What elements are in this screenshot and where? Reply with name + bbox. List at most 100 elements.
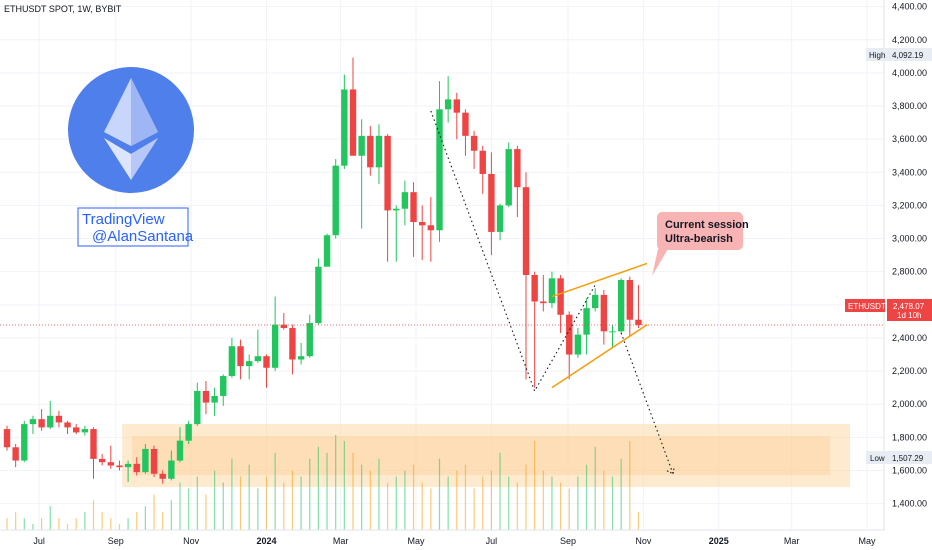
volume-bar [257,488,259,530]
y-tick-label: 1,600.00 [892,465,927,475]
volume-layer [6,435,640,530]
candle-body [38,419,45,428]
candle-body [375,135,383,168]
callout-line1: Current session [665,219,749,231]
time-axis[interactable]: Jul Sep Nov 2024 Mar May Jul Sep Nov 2025 Mar May [0,529,932,550]
volume-bar [222,482,224,530]
callout-box[interactable] [657,212,743,250]
volume-bar [205,494,207,530]
high-badge: High 4,092.19 [866,48,932,61]
callout-pointer [652,249,668,276]
candle-body [514,149,521,188]
volume-bar [629,440,631,530]
candle-body [3,429,11,448]
candle-body [142,448,149,473]
volume-bar [75,518,77,530]
candle-body [315,266,322,324]
volume-bar [248,464,250,530]
volume-bar [274,452,276,530]
volume-bar [317,446,319,530]
callout-line2: Ultra-bearish [665,233,733,245]
volume-bar [361,464,363,530]
watermark-line2: @AlanSantana [92,228,194,245]
candle-body [453,99,460,113]
volume-bar [15,512,17,530]
candle-body [419,221,426,226]
volume-bar [239,476,242,530]
candle-body [384,135,391,211]
candle-body [341,89,348,166]
volume-bar [196,476,198,530]
volume-bar [378,458,380,530]
y-tick-label: 2,800.00 [892,267,927,277]
candle-body [427,225,435,231]
candle-body [479,150,486,174]
x-tick-label: Jul [486,536,498,546]
candle-body [574,334,582,355]
candle-body [73,427,80,433]
watermark-line1: TradingView [82,211,165,228]
x-tick-label: Mar [333,536,349,546]
volume-bar [335,435,337,530]
volume-bar [395,476,397,530]
volume-bar [430,488,432,530]
volume-bar [92,500,95,530]
volume-bar [309,458,311,530]
volume-bar [447,476,449,530]
volume-bar [291,470,294,530]
candle-body [133,463,140,473]
volume-bar [101,512,103,530]
volume-bar [611,476,614,530]
candle-body [159,473,166,479]
price-axis[interactable]: 1,200.001,400.001,600.001,800.002,000.00… [883,0,932,542]
symbol-title[interactable]: ETHUSDT SPOT, 1W, BYBIT [4,4,122,14]
volume-bar [620,458,622,530]
candle-body [176,440,184,461]
volume-bar [473,488,475,530]
candle-body [592,294,599,309]
y-tick-label: 2,400.00 [892,333,927,343]
candle-body [496,205,504,232]
candle-body [617,279,625,332]
y-tick-label: 4,400.00 [892,2,927,12]
volume-bar [214,470,216,530]
candle-body [90,429,97,459]
x-tick-label: May [408,536,426,546]
candle-body [21,424,28,461]
demand-zone-core [132,436,831,476]
candle-body [116,465,123,468]
x-tick-label: 2025 [709,536,729,546]
candle-body [289,328,296,360]
candle-body [107,462,114,466]
candle-body [410,192,417,222]
channel-upper-line [551,262,648,298]
candle-body [280,324,287,329]
y-tick-label: 2,200.00 [892,366,927,376]
volume-bar [153,494,155,530]
candle-body [548,278,556,304]
y-tick-label: 4,000.00 [892,68,927,78]
candle-body [271,324,279,368]
watermark-box [77,207,189,247]
volume-bar [118,524,121,530]
last-price-value: 2,478.07 [893,302,925,311]
candle-body [185,424,192,441]
high-label: High [869,51,885,60]
volume-bar [456,470,458,530]
x-tick-label: Sep [108,536,124,546]
volume-bar [110,518,112,530]
x-tick-label: Nov [635,536,652,546]
candle-body [98,458,106,463]
drawings-layer [0,110,884,475]
countdown-value: 1d 10h [897,311,921,320]
volume-bar [508,476,510,530]
volume-bar [438,458,441,530]
dotted-path-line [430,110,596,393]
ethereum-logo-icon [68,67,194,193]
candle-body [211,395,218,403]
candle-body [81,429,89,433]
volume-bar [603,470,605,530]
volume-bar [560,482,562,530]
last-price-badge[interactable]: ETHUSDT 2,478.07 1d 10h [845,299,932,321]
